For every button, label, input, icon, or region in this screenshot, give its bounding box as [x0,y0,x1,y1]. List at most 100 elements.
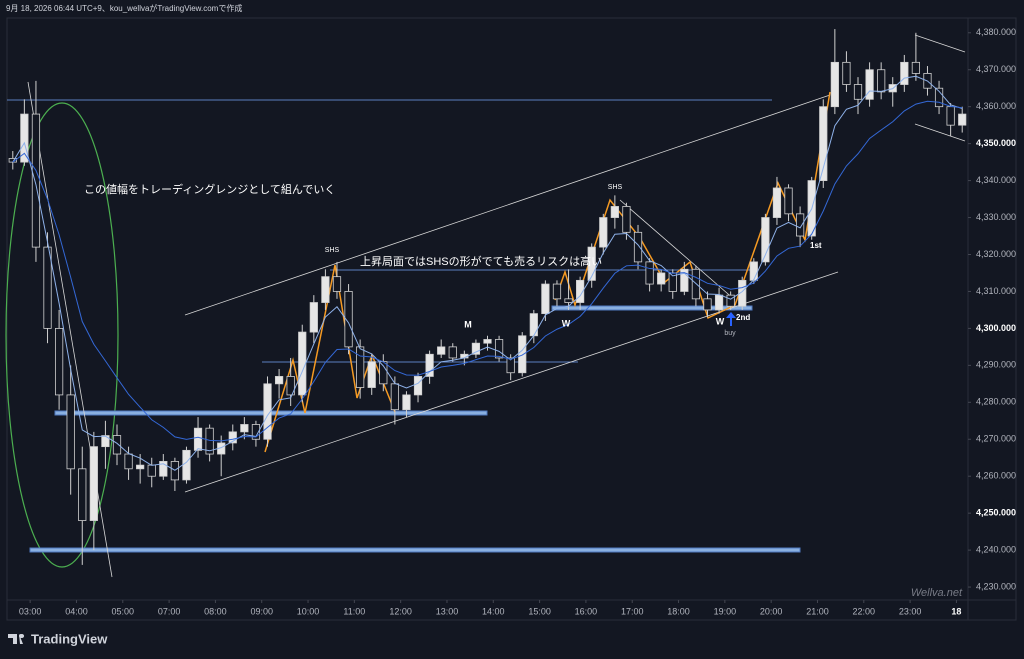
y-tick-label: 4,380.000 [976,27,1016,37]
x-tick-label: 07:00 [158,606,181,616]
candle-body [726,294,735,307]
candle-body [483,339,492,344]
candle-body [471,342,481,355]
y-tick-label: 4,310.000 [976,286,1016,296]
candle-body [714,294,724,311]
x-tick-label: 21:00 [806,606,829,616]
candle-body [518,335,527,374]
candle-body [274,376,284,385]
y-tick-label: 4,240.000 [976,544,1016,554]
x-tick-label: 12:00 [389,606,412,616]
pattern-label: W [716,316,725,326]
candle-body [205,427,214,455]
x-tick-label: 17:00 [621,606,644,616]
moving-average [12,75,963,471]
candle-body [43,246,52,329]
brand-logo [8,634,25,644]
x-tick-label: 18 [951,606,961,616]
candle-body [622,206,631,233]
x-tick-label: 10:00 [297,606,320,616]
candle-body [877,69,886,93]
candle-body [946,106,955,126]
candle-body [8,158,17,163]
level-zone [29,547,801,553]
brand-name: TradingView [31,631,108,646]
candle-body [645,261,654,285]
moving-average [12,100,963,442]
candle-body [506,357,515,374]
candle-body [934,87,944,108]
x-tick-label: 08:00 [204,606,227,616]
channel-line [914,123,966,142]
level-zone [551,305,753,311]
x-tick-label: 16:00 [575,606,598,616]
candle-body [761,217,770,263]
candle-body [749,261,758,281]
candle-body [796,213,805,237]
y-tick-label: 4,250.000 [976,508,1016,518]
candle-body [911,61,921,74]
x-tick-label: 20:00 [760,606,783,616]
x-tick-label: 23:00 [899,606,922,616]
annotation: この値幅をトレーディングレンジとして組んでいく [84,182,335,196]
y-tick-label: 4,360.000 [976,101,1016,111]
pattern-label: SHS [608,184,623,191]
buy-label: buy [724,330,736,337]
candle-body [529,313,538,337]
x-tick-label: 04:00 [65,606,88,616]
candle-body [552,283,562,300]
candle-body [448,346,457,359]
channel-line [184,271,839,493]
candle-body [251,424,261,440]
x-tick-label: 13:00 [436,606,459,616]
candle-body [680,268,689,292]
candle-body [101,435,110,448]
trend-line [27,81,113,578]
y-tick-label: 4,330.000 [976,212,1016,222]
candle-body [240,424,249,433]
y-tick-label: 4,290.000 [976,360,1016,370]
y-tick-label: 4,370.000 [976,64,1016,74]
candle-body [124,453,133,470]
channel-line [184,94,831,316]
candle-body [610,206,619,218]
candle-body [309,302,318,333]
candle-body [89,446,98,521]
y-tick-label: 4,260.000 [976,471,1016,481]
y-tick-label: 4,280.000 [976,397,1016,407]
candle-body [112,435,122,455]
y-tick-label: 4,270.000 [976,434,1016,444]
annotation: 上昇局面ではSHSの形がでても売るリスクは高い [360,254,602,268]
candle-body [842,61,851,85]
watermark: Wellva.net [911,587,963,599]
x-tick-label: 09:00 [250,606,273,616]
candle-body [738,279,747,307]
candle-body [159,461,168,477]
candle-body [830,61,839,108]
candle-body [379,361,388,385]
zigzag [554,91,831,320]
pattern-label: SHS [325,247,340,254]
candle-body [356,346,365,388]
range-ellipse [5,102,119,568]
candle-body [784,187,793,215]
frame [6,17,1017,621]
candle-body [298,331,307,396]
x-tick-label: 05:00 [112,606,135,616]
x-tick-label: 15:00 [528,606,551,616]
brand: TradingView [8,631,108,646]
candle-body [390,383,399,411]
candle-body [772,187,782,218]
candle-body [332,276,342,292]
brand-logo [19,634,23,638]
x-tick-label: 19:00 [714,606,737,616]
candle-body [587,246,596,281]
candle-body [321,276,330,303]
pattern-label: W [562,318,571,328]
candle-body [865,69,874,100]
channel-line [914,34,966,53]
candle-body [193,427,203,451]
x-tick-label: 18:00 [667,606,690,616]
x-tick-label: 11:00 [343,606,365,616]
candle-body [31,113,41,248]
